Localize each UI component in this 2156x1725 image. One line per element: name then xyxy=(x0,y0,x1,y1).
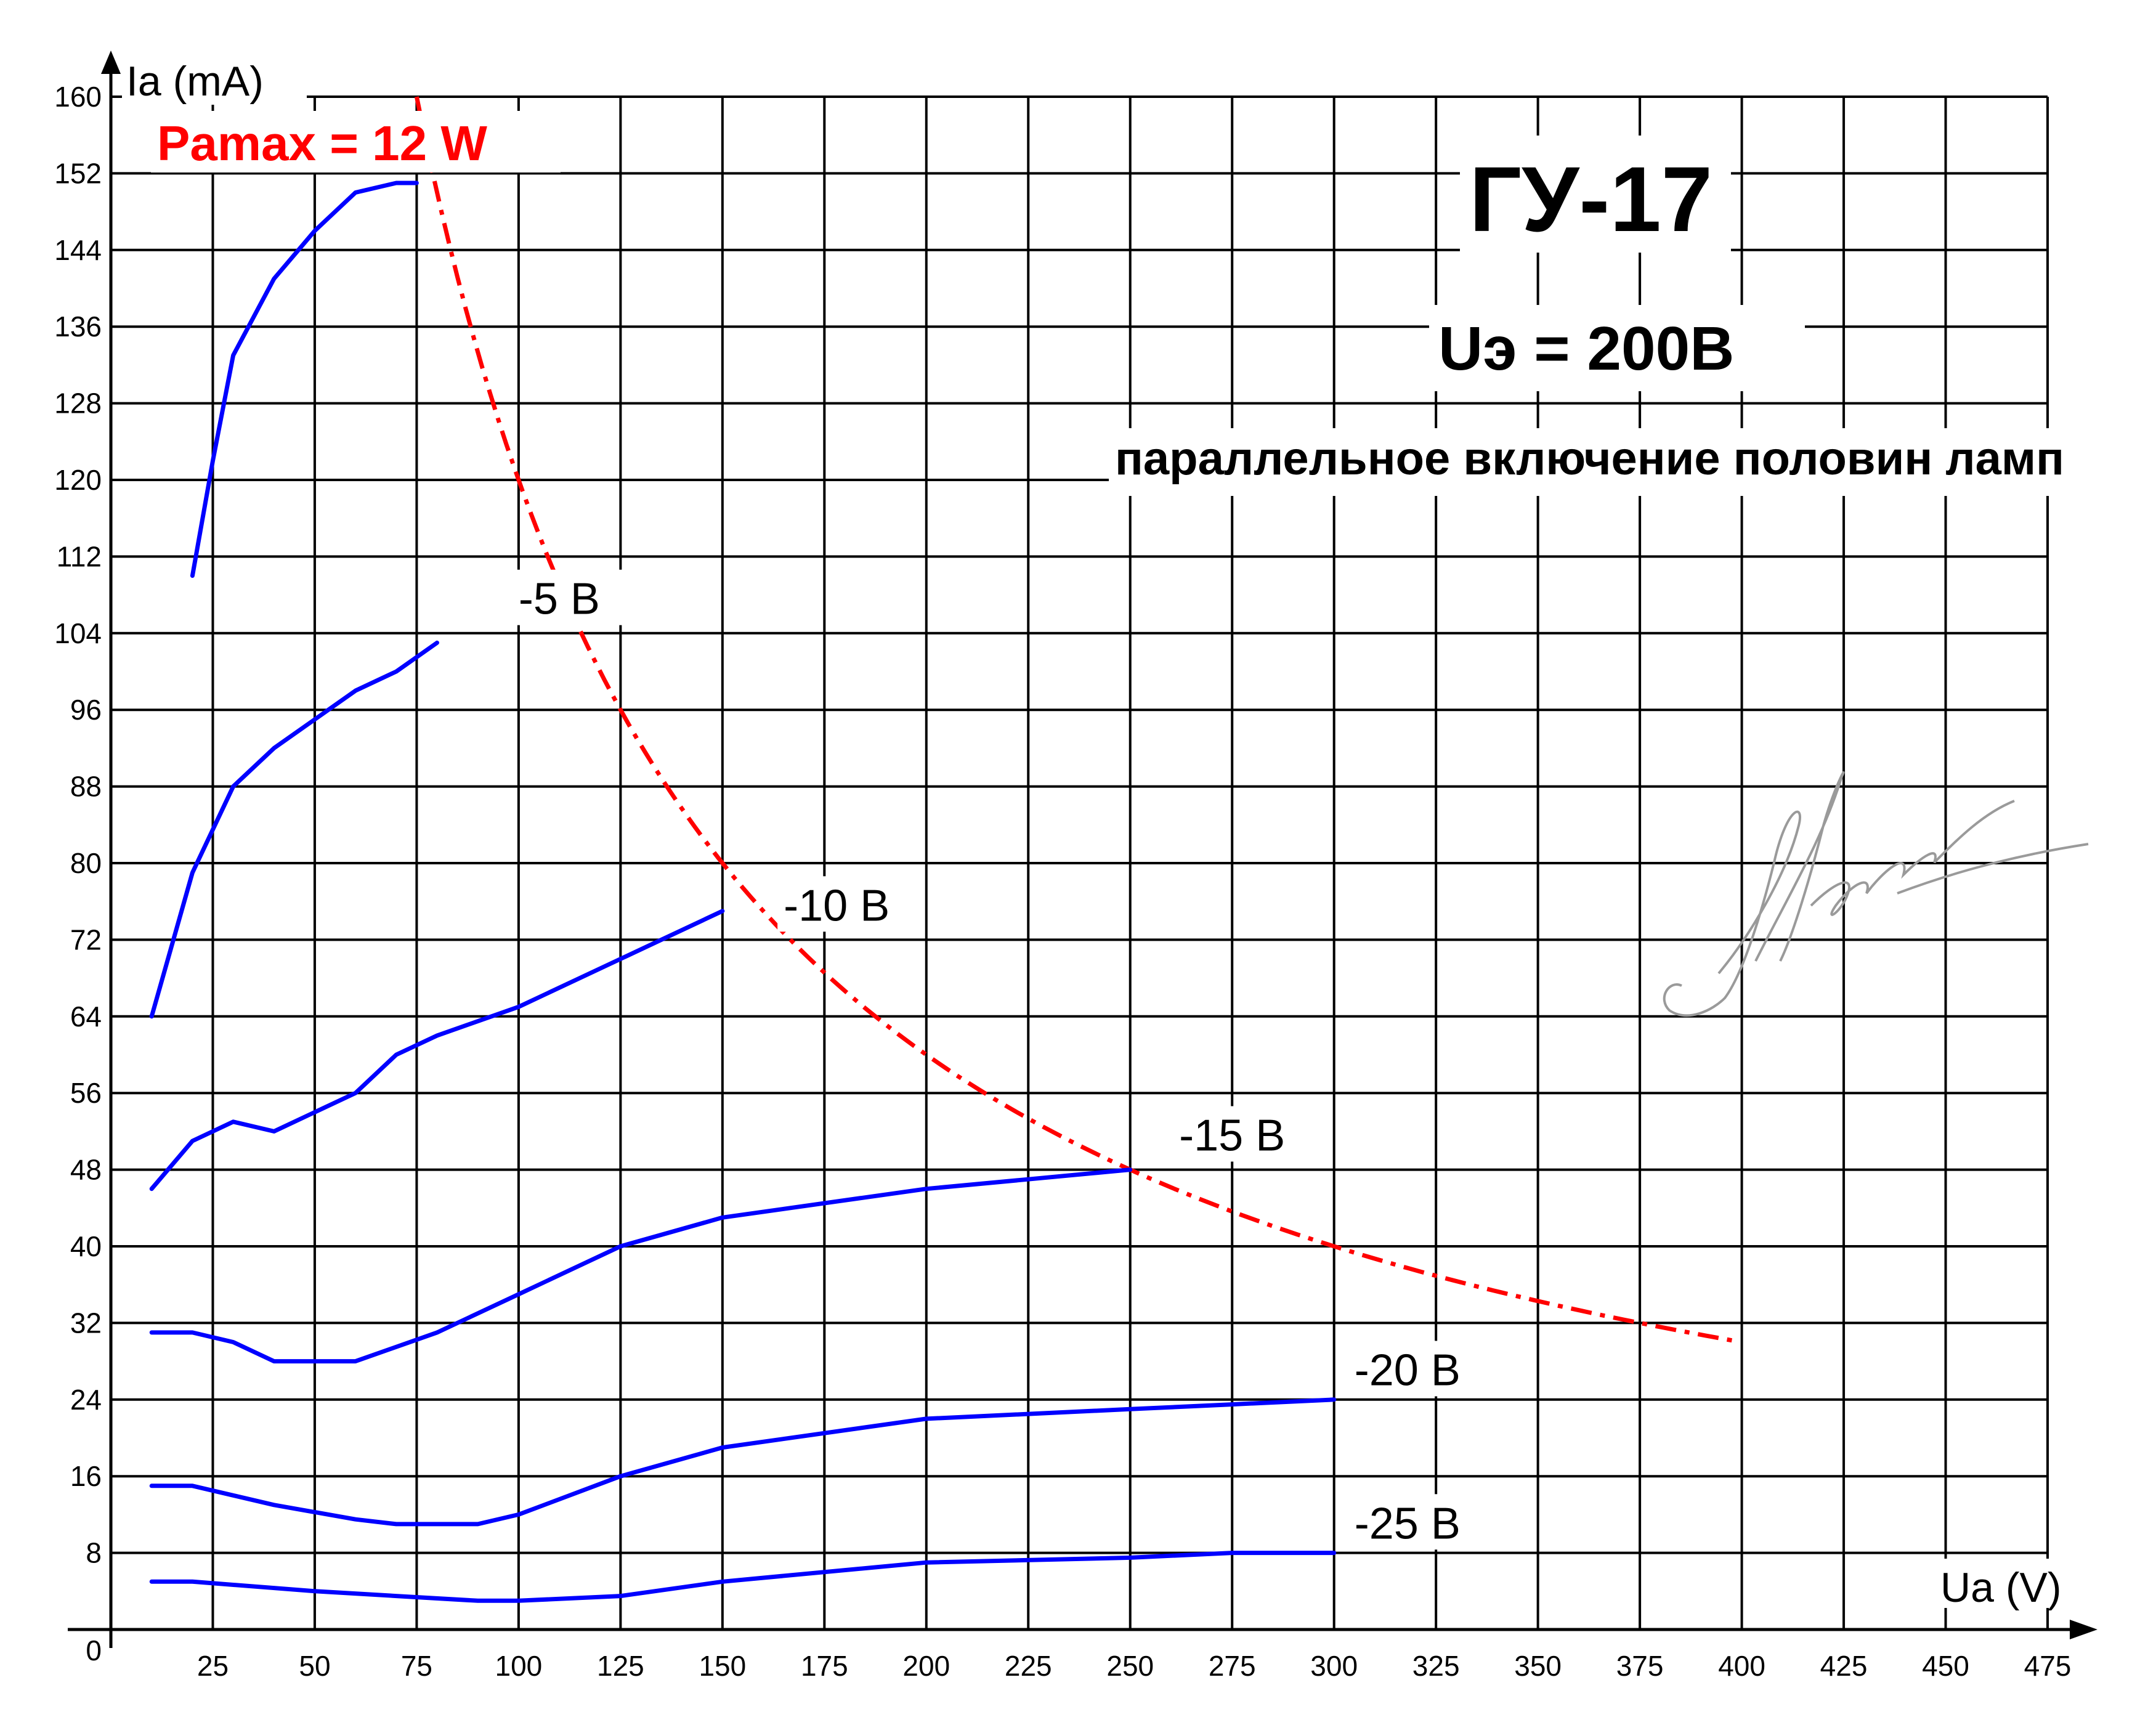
y-tick-label: 96 xyxy=(70,694,102,726)
pamax-hyperbola: Pamax = 12 W xyxy=(151,96,1738,1344)
x-axis-arrow-icon xyxy=(2070,1620,2097,1639)
y-tick-label: 112 xyxy=(57,540,102,572)
y-axis-label-bg xyxy=(122,57,307,105)
chart-subtitle: Uэ = 200В xyxy=(1438,314,1734,383)
y-axis-label: Ia (mA) xyxy=(126,58,264,105)
series-line-1 xyxy=(190,181,419,578)
y-tick-label: 40 xyxy=(70,1230,102,1262)
x-tick-label: 425 xyxy=(1820,1650,1868,1682)
curve-label-bg xyxy=(1348,1341,1490,1397)
pamax-label-bg xyxy=(151,111,561,172)
y-tick-label: 160 xyxy=(54,81,102,113)
y-tick-label: 64 xyxy=(70,1000,102,1033)
curve-label: -25 B xyxy=(1355,1499,1461,1548)
subtitle-bg xyxy=(1429,305,1805,391)
chart-title: ГУ-17 xyxy=(1469,147,1712,251)
curve-labels: -5 B -10 B -15 B -20 B -25 B xyxy=(512,569,1490,1550)
y-axis-arrow-icon xyxy=(101,51,121,74)
pamax-curve xyxy=(414,96,1738,1344)
x-tick-label: 50 xyxy=(299,1650,330,1682)
x-tick-label: 75 xyxy=(401,1650,432,1682)
curve-label-bg xyxy=(1173,1106,1315,1162)
y-tick-label: 104 xyxy=(54,617,102,649)
x-tick-label: 400 xyxy=(1718,1650,1765,1682)
signature xyxy=(1663,771,2089,1017)
y-tick-label: 152 xyxy=(54,157,102,189)
x-tick-label: 200 xyxy=(902,1650,950,1682)
curve-label-bg xyxy=(512,569,654,625)
x-tick-label: 150 xyxy=(699,1650,746,1682)
x-tick-label: 300 xyxy=(1310,1650,1358,1682)
curve-label-bg xyxy=(1348,1494,1490,1550)
y-tick-label: 32 xyxy=(70,1307,102,1339)
x-tick-label: 450 xyxy=(1922,1650,1969,1682)
x-tick-label: 100 xyxy=(495,1650,543,1682)
y-tick-label: 48 xyxy=(70,1154,102,1186)
curve-label: -20 B xyxy=(1355,1346,1461,1395)
x-tick-label: 175 xyxy=(801,1650,848,1682)
y-tick-label: 72 xyxy=(70,923,102,956)
y-tick-label: 136 xyxy=(54,310,102,343)
y-tick-label: 120 xyxy=(54,464,102,496)
x-tick-label: 25 xyxy=(197,1650,229,1682)
x-axis-label-bg xyxy=(1939,1559,2099,1608)
y-tick-label: 88 xyxy=(70,771,102,803)
x-tick-label: 350 xyxy=(1514,1650,1562,1682)
y-tick-label: 144 xyxy=(54,234,102,266)
series-line-2 xyxy=(149,640,439,1019)
x-tick-label: 275 xyxy=(1209,1650,1256,1682)
x-tick-label: 225 xyxy=(1005,1650,1052,1682)
origin-label: 0 xyxy=(86,1634,102,1666)
series-line-3 xyxy=(149,909,725,1191)
series-line-6 xyxy=(149,1551,1337,1603)
curve-label: -15 B xyxy=(1179,1111,1285,1161)
curve-label: -10 B xyxy=(784,881,890,930)
note-bg xyxy=(1109,428,2156,496)
y-tick-label: 16 xyxy=(70,1460,102,1492)
x-tick-label: 325 xyxy=(1412,1650,1460,1682)
x-tick-label: 375 xyxy=(1616,1650,1664,1682)
x-tick-label: 250 xyxy=(1106,1650,1154,1682)
x-tick-label: 475 xyxy=(2024,1650,2072,1682)
series-line-4 xyxy=(149,1167,1133,1364)
series-line-5 xyxy=(149,1397,1337,1527)
axes: Ia (mA) Ua (V) xyxy=(68,51,2099,1648)
curve-label: -5 B xyxy=(519,575,600,624)
series-group xyxy=(149,181,1337,1603)
y-tick-label: 128 xyxy=(54,388,102,420)
y-tick-label: 24 xyxy=(70,1384,102,1416)
title-bg xyxy=(1460,136,1731,253)
curve-label-bg xyxy=(777,876,920,932)
x-tick-label: 125 xyxy=(597,1650,644,1682)
y-tick-label: 8 xyxy=(86,1537,102,1569)
y-tick-label: 80 xyxy=(70,847,102,879)
x-axis-label: Ua (V) xyxy=(1940,1564,2061,1611)
pamax-label: Pamax = 12 W xyxy=(157,116,487,171)
tick-labels: 25 50 75 100 125 150 175 200 225 250 275 300 325 350 3… xyxy=(54,81,2071,1682)
chart-note: параллельное включение половин ламп xyxy=(1115,432,2064,485)
titles: ГУ-17 Uэ = 200В параллельное включение п… xyxy=(1109,136,2156,496)
y-tick-label: 56 xyxy=(70,1077,102,1109)
